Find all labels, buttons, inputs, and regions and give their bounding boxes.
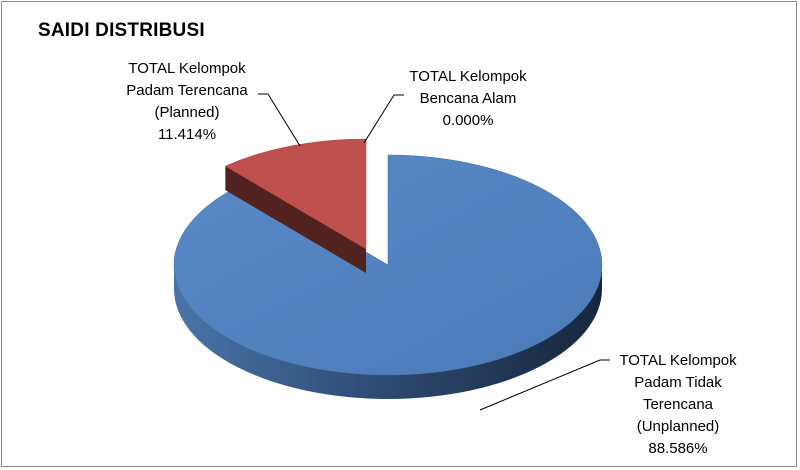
chart-title: SAIDI DISTRIBUSI	[38, 20, 205, 41]
slice-label-planned: TOTAL Kelompok Padam Terencana (Planned)…	[126, 60, 248, 143]
leader-line-unplanned	[479, 359, 610, 411]
slice-label-bencana-alam: TOTAL Kelompok Bencana Alam 0.000%	[409, 68, 527, 129]
slice-label-unplanned: TOTAL Kelompok Padam Tidak Terencana (Un…	[619, 352, 737, 457]
pie-slice-planned	[224, 138, 367, 250]
leader-line-planned	[258, 93, 301, 147]
pie-slice-wall-planned	[225, 166, 366, 273]
pie-slice-rim-unplanned	[174, 265, 602, 399]
leader-line-bencana-alam	[363, 94, 404, 144]
